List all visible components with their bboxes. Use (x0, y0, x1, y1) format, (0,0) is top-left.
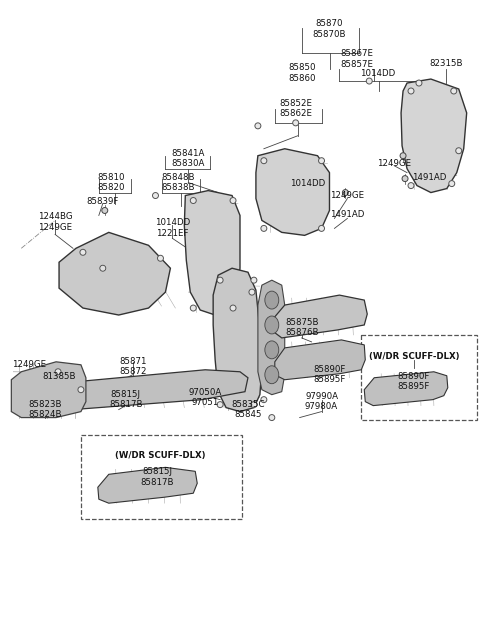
Polygon shape (401, 79, 467, 192)
Circle shape (269, 415, 275, 420)
Circle shape (157, 255, 164, 261)
Circle shape (261, 397, 267, 403)
Text: 1014DD: 1014DD (290, 178, 325, 188)
Circle shape (249, 289, 255, 295)
Polygon shape (364, 372, 448, 406)
Polygon shape (275, 340, 365, 380)
Circle shape (251, 277, 257, 283)
Circle shape (402, 176, 408, 182)
Circle shape (319, 225, 324, 231)
Bar (361, 335, 477, 420)
Circle shape (342, 190, 348, 196)
Text: 1014DD
1221EF: 1014DD 1221EF (155, 218, 190, 238)
Circle shape (416, 80, 422, 86)
Text: 85810
85820: 85810 85820 (97, 173, 124, 192)
Circle shape (190, 197, 196, 203)
Text: 85867E
85857E: 85867E 85857E (341, 49, 374, 69)
Text: 97050A
97051: 97050A 97051 (189, 388, 222, 407)
Circle shape (78, 387, 84, 392)
Text: 85839F: 85839F (86, 197, 119, 206)
Text: 1249GE: 1249GE (330, 190, 364, 199)
Circle shape (251, 402, 257, 408)
Text: 85823B
85824B: 85823B 85824B (28, 399, 62, 419)
Text: 1491AD: 1491AD (412, 173, 446, 182)
Circle shape (230, 305, 236, 311)
Text: 85815J
85817B: 85815J 85817B (109, 390, 143, 409)
Polygon shape (184, 190, 240, 315)
Text: 85890F
85895F: 85890F 85895F (313, 365, 346, 384)
Circle shape (190, 305, 196, 311)
Circle shape (102, 208, 108, 213)
Polygon shape (59, 233, 170, 315)
Circle shape (408, 183, 414, 189)
Circle shape (449, 181, 455, 187)
Circle shape (456, 148, 462, 154)
Circle shape (261, 225, 267, 231)
Text: 85871
85872: 85871 85872 (119, 357, 146, 376)
Text: (W/DR SCUFF-DLX): (W/DR SCUFF-DLX) (115, 452, 206, 461)
Text: 1249GE: 1249GE (12, 360, 46, 369)
Circle shape (80, 249, 86, 255)
Text: 81385B: 81385B (42, 372, 76, 381)
Polygon shape (213, 268, 262, 412)
Polygon shape (61, 369, 248, 410)
Circle shape (451, 88, 457, 94)
Ellipse shape (265, 341, 279, 359)
Text: 85870
85870B: 85870 85870B (313, 19, 346, 39)
Circle shape (153, 192, 158, 199)
Polygon shape (258, 280, 285, 395)
Circle shape (230, 197, 236, 203)
Text: (W/DR SCUFF-DLX): (W/DR SCUFF-DLX) (369, 352, 459, 361)
Text: 1249GE: 1249GE (377, 159, 411, 168)
Circle shape (400, 153, 406, 159)
Polygon shape (274, 295, 367, 338)
Circle shape (261, 158, 267, 164)
Text: 1491AD: 1491AD (330, 210, 365, 220)
Ellipse shape (265, 316, 279, 334)
Text: 85850
85860: 85850 85860 (288, 63, 315, 83)
Ellipse shape (265, 366, 279, 383)
Bar (81, 436, 242, 519)
Text: 82315B: 82315B (429, 59, 463, 68)
Polygon shape (256, 149, 329, 235)
Circle shape (217, 402, 223, 408)
Circle shape (217, 277, 223, 283)
Circle shape (55, 369, 61, 375)
Text: 1014DD: 1014DD (360, 69, 395, 78)
Circle shape (255, 123, 261, 129)
Text: 85815J
85817B: 85815J 85817B (141, 468, 174, 487)
Text: 85890F
85895F: 85890F 85895F (398, 372, 430, 391)
Circle shape (408, 88, 414, 94)
Circle shape (319, 158, 324, 164)
Text: 85875B
85876B: 85875B 85876B (285, 318, 318, 338)
Circle shape (366, 78, 372, 84)
Ellipse shape (265, 291, 279, 309)
Polygon shape (98, 468, 197, 503)
Circle shape (293, 120, 299, 126)
Text: 85848B
85838B: 85848B 85838B (162, 173, 195, 192)
Text: 97990A
97980A: 97990A 97980A (305, 392, 338, 411)
Text: 85852E
85862E: 85852E 85862E (279, 99, 312, 118)
Text: 1244BG
1249GE: 1244BG 1249GE (38, 213, 72, 232)
Polygon shape (12, 362, 86, 418)
Text: 85835C
85845: 85835C 85845 (231, 399, 264, 419)
Circle shape (100, 265, 106, 271)
Text: 85841A
85830A: 85841A 85830A (172, 149, 205, 168)
